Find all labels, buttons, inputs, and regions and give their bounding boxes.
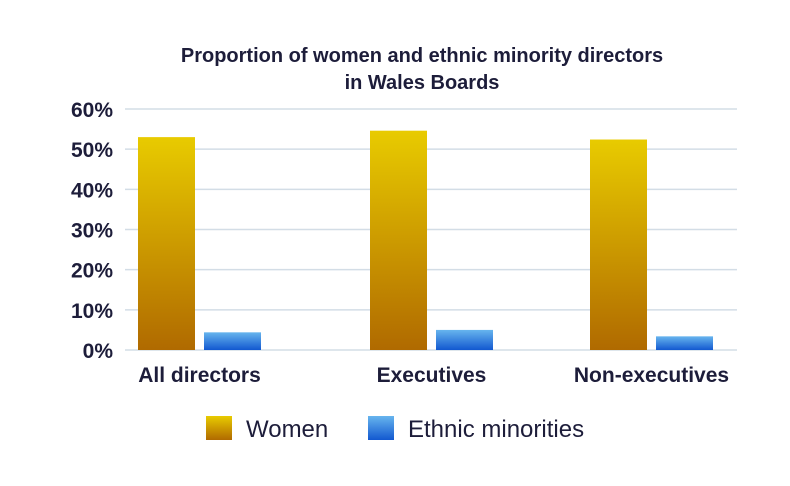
y-tick-label: 60% xyxy=(71,99,113,122)
y-tick-label: 40% xyxy=(71,179,113,202)
bar-women xyxy=(138,137,195,350)
bar-ethnic-minorities xyxy=(656,336,713,350)
x-category-label: Executives xyxy=(377,364,487,387)
bar-women xyxy=(370,130,427,350)
legend-swatch xyxy=(368,416,394,440)
y-tick-label: 10% xyxy=(71,300,113,323)
y-tick-label: 30% xyxy=(71,220,113,243)
legend-label: Women xyxy=(246,416,328,443)
y-tick-label: 0% xyxy=(83,340,114,363)
legend-label: Ethnic minorities xyxy=(408,416,584,443)
x-category-label: Non-executives xyxy=(574,364,729,387)
chart-title-line-1: Proportion of women and ethnic minority … xyxy=(181,45,663,67)
legend-swatch xyxy=(206,416,232,440)
bar-ethnic-minorities xyxy=(436,329,493,350)
chart-title-line-2: in Wales Boards xyxy=(345,72,500,94)
y-tick-label: 50% xyxy=(71,139,113,162)
x-category-label: All directors xyxy=(138,364,261,387)
bar-ethnic-minorities xyxy=(204,332,261,350)
y-tick-label: 20% xyxy=(71,260,113,283)
bar-women xyxy=(590,139,647,350)
